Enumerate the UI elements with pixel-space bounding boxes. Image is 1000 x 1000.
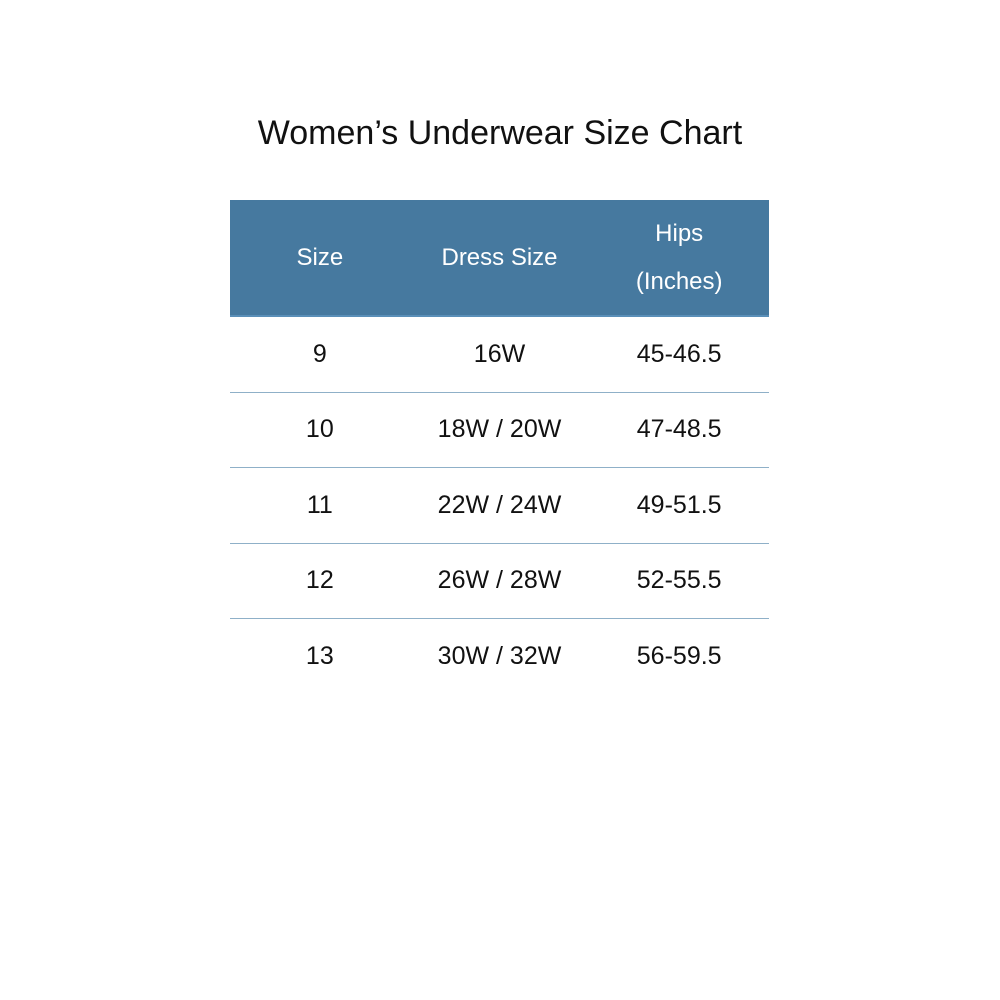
table-row: 11 22W / 24W 49-51.5 bbox=[230, 468, 769, 544]
cell-hips: 45-46.5 bbox=[636, 339, 722, 368]
table-row: 9 16W 45-46.5 bbox=[230, 317, 769, 393]
cell-size: 12 bbox=[305, 566, 334, 595]
header-label-unit: (Inches) bbox=[635, 267, 723, 295]
cell-dress-size: 16W bbox=[473, 339, 526, 368]
cell-hips: 47-48.5 bbox=[636, 415, 722, 444]
cell-hips: 49-51.5 bbox=[636, 490, 722, 519]
cell-size: 10 bbox=[305, 415, 334, 444]
header-label: Size bbox=[296, 243, 344, 271]
header-dress-size: Dress Size bbox=[410, 200, 590, 315]
cell-dress-size: 18W / 20W bbox=[437, 415, 562, 444]
header-label: Dress Size bbox=[441, 243, 558, 271]
cell-hips: 52-55.5 bbox=[636, 566, 722, 595]
size-chart-table: Size Dress Size Hips (Inches) 9 16W 45-46.… bbox=[230, 200, 769, 695]
table-header: Size Dress Size Hips (Inches) bbox=[230, 200, 769, 317]
header-size: Size bbox=[230, 200, 410, 315]
cell-size: 13 bbox=[305, 642, 334, 671]
cell-dress-size: 30W / 32W bbox=[437, 642, 562, 671]
cell-size: 9 bbox=[312, 339, 327, 368]
table-row: 10 18W / 20W 47-48.5 bbox=[230, 393, 769, 468]
page-title: Women’s Underwear Size Chart bbox=[257, 114, 743, 152]
cell-dress-size: 26W / 28W bbox=[437, 566, 562, 595]
table-row: 12 26W / 28W 52-55.5 bbox=[230, 544, 769, 619]
cell-dress-size: 22W / 24W bbox=[437, 490, 562, 519]
table-row: 13 30W / 32W 56-59.5 bbox=[230, 619, 769, 695]
cell-size: 11 bbox=[306, 490, 333, 519]
cell-hips: 56-59.5 bbox=[636, 642, 722, 671]
header-label: Hips bbox=[655, 219, 704, 247]
header-hips: Hips (Inches) bbox=[589, 200, 769, 315]
